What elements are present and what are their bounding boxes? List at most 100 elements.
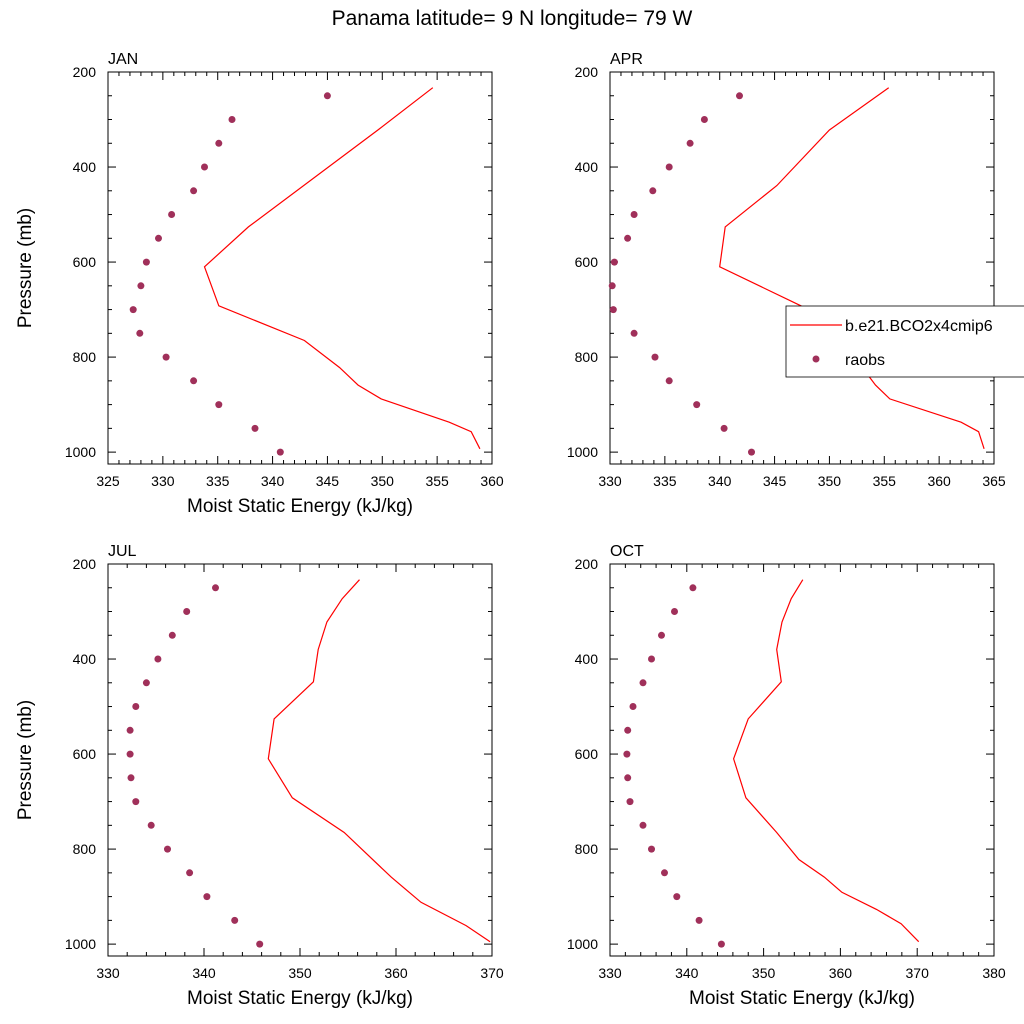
raobs-point (671, 608, 678, 615)
raobs-point (626, 798, 634, 806)
raobs-point (215, 401, 223, 409)
raobs-point (162, 353, 170, 361)
x-tick-label: 340 (192, 965, 216, 981)
raobs-point (700, 116, 708, 123)
raobs-point (624, 774, 632, 782)
raobs-point (126, 750, 134, 758)
raobs-point (142, 258, 150, 266)
y-tick-label: 600 (73, 746, 97, 762)
raobs-point (186, 869, 194, 877)
x-tick-label: 340 (708, 473, 732, 489)
raobs-point (665, 377, 673, 385)
y-tick-label: 600 (575, 254, 599, 270)
y-tick-label: 800 (73, 349, 97, 365)
y-tick-label: 400 (575, 159, 599, 175)
raobs-point (623, 750, 631, 758)
raobs-point (639, 821, 647, 829)
y-tick-label: 1000 (567, 444, 598, 460)
raobs-point (256, 940, 264, 948)
raobs-point (323, 92, 331, 100)
y-tick-label: 1000 (65, 444, 96, 460)
chart-panel-jan: JAN 325 330 335 340 345 350 355 360 200 400 600 800 1… (15, 51, 504, 517)
raobs-point (608, 282, 616, 290)
raobs-point (132, 798, 140, 806)
raobs-point (168, 211, 176, 218)
y-axis-label: Pressure (mb) (15, 700, 36, 820)
x-tick-label: 330 (598, 473, 622, 489)
x-tick-label: 345 (763, 473, 787, 489)
raobs-point (630, 329, 638, 337)
raobs-point (154, 655, 162, 663)
x-tick-label: 335 (206, 473, 230, 489)
x-tick-label: 360 (829, 965, 853, 981)
x-tick-label: 325 (96, 473, 120, 489)
raobs-point (661, 869, 668, 877)
chart-panel-apr: APR 330 335 340 345 350 355 360 365 200 400 600 800 1… (567, 51, 1006, 489)
raobs-point (137, 282, 145, 290)
x-tick-label: 355 (873, 473, 897, 489)
series-line-model (267, 579, 491, 943)
y-axis-label: Pressure (mb) (15, 208, 36, 328)
y-tick-label: 400 (73, 651, 97, 667)
x-tick-label: 370 (480, 965, 504, 981)
raobs-point (649, 187, 657, 195)
raobs-point (624, 726, 632, 734)
x-tick-label: 350 (371, 473, 395, 489)
raobs-point (212, 584, 219, 592)
chart-panel-oct: OCT 330 340 350 360 370 380 200 400 600 800 1000 Moi… (567, 543, 1006, 1009)
x-tick-label: 360 (927, 473, 951, 489)
raobs-point (630, 211, 638, 218)
raobs-point (629, 703, 637, 710)
x-tick-label: 330 (598, 965, 622, 981)
raobs-point (648, 845, 655, 853)
x-axis-label: Moist Static Energy (kJ/kg) (187, 988, 413, 1009)
raobs-point (648, 655, 655, 663)
raobs-point (155, 234, 162, 242)
raobs-point (686, 139, 694, 147)
raobs-point (136, 329, 144, 337)
raobs-point (736, 92, 743, 100)
plot-frame (609, 71, 995, 465)
y-tick-label: 200 (73, 556, 97, 572)
raobs-point (276, 448, 284, 456)
y-tick-label: 400 (575, 651, 599, 667)
y-tick-label: 400 (73, 159, 97, 175)
legend-label-model: b.e21.BCO2x4cmip6 (845, 318, 993, 335)
raobs-point (748, 448, 755, 456)
y-tick-label: 200 (73, 64, 97, 80)
raobs-point (215, 139, 223, 147)
raobs-point (201, 163, 208, 171)
x-tick-label: 335 (653, 473, 677, 489)
raobs-point (190, 187, 198, 195)
raobs-point (665, 163, 673, 171)
figure-title: Panama latitude= 9 N longitude= 79 W (332, 7, 693, 30)
raobs-point (183, 608, 191, 615)
plot-frame (609, 563, 995, 957)
plot-frame (107, 563, 493, 957)
raobs-point (251, 424, 259, 432)
x-tick-label: 350 (752, 965, 776, 981)
legend-label-raobs: raobs (845, 352, 885, 369)
raobs-point (203, 893, 211, 901)
x-tick-label: 340 (675, 965, 699, 981)
x-tick-label: 330 (96, 965, 120, 981)
raobs-point (693, 401, 701, 409)
y-tick-label: 800 (73, 841, 97, 857)
x-tick-label: 350 (288, 965, 312, 981)
raobs-point (147, 821, 155, 829)
y-tick-label: 600 (73, 254, 97, 270)
y-tick-label: 200 (575, 556, 599, 572)
raobs-point (651, 353, 659, 361)
raobs-point (129, 306, 137, 314)
panels-group: JAN 325 330 335 340 345 350 355 360 200 400 600 800 1… (15, 51, 1006, 1009)
x-tick-label: 355 (425, 473, 449, 489)
raobs-point (639, 679, 647, 687)
legend-box (785, 305, 1024, 378)
y-tick-label: 1000 (65, 936, 96, 952)
panel-title: JUL (108, 543, 137, 560)
series-line-model (203, 87, 481, 450)
series-line-model (732, 579, 920, 943)
raobs-point (164, 845, 171, 853)
raobs-point (695, 916, 703, 924)
y-tick-label: 200 (575, 64, 599, 80)
